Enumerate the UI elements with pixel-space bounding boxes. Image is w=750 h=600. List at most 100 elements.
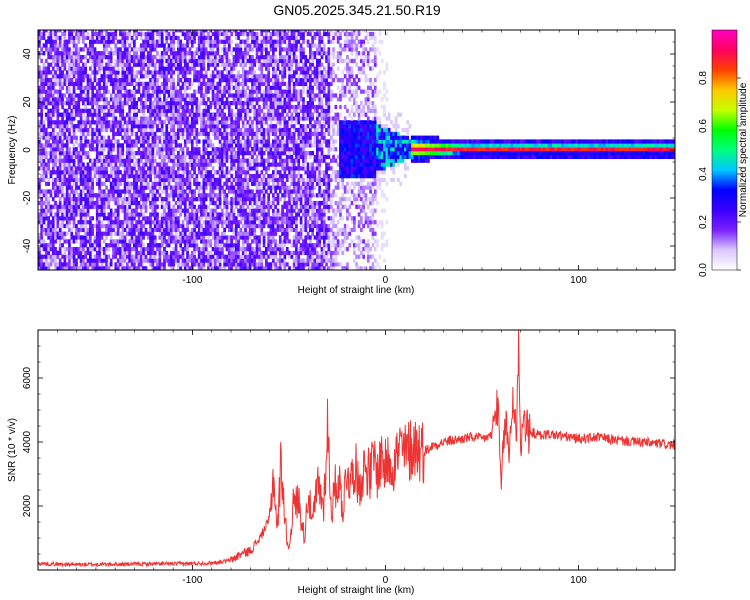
spectrogram-cell (82, 89, 85, 94)
spectrogram-cell (128, 174, 132, 179)
spectrogram-cell (102, 124, 106, 129)
spectrogram-cell (260, 220, 264, 225)
spectrogram-cell (123, 66, 127, 71)
spectrogram-cell (139, 250, 143, 256)
spectrogram-cell (221, 74, 224, 79)
spectrogram-cell (142, 154, 145, 160)
spectrogram-cell (68, 258, 71, 263)
spectrogram-cell (42, 151, 46, 156)
spectrogram-cell (234, 266, 238, 270)
spectrogram-cell (79, 74, 83, 79)
spectrogram-cell (139, 124, 143, 129)
spectrogram-cell (244, 227, 247, 233)
spectrogram-cell (156, 104, 159, 110)
spectrogram-cell (65, 170, 69, 175)
spectrogram-cell (239, 47, 243, 52)
spectrogram-cell (269, 58, 273, 64)
spectrogram-cell (109, 181, 113, 186)
spectrogram-cell (77, 185, 81, 190)
spectrogram-cell (47, 197, 51, 202)
spectrogram-cell (174, 85, 178, 90)
spectrogram-cell (51, 258, 55, 263)
spectrogram-cell (151, 108, 155, 113)
spectrogram-cell (151, 200, 155, 206)
spectrogram-cell (146, 62, 150, 67)
spectrogram-cell (47, 151, 51, 156)
spectrogram-cell (246, 139, 250, 144)
spectrogram-cell (75, 262, 78, 267)
spectrogram-cell (227, 177, 231, 183)
spectrogram-cell (139, 74, 143, 79)
spectrogram-cell (172, 216, 176, 221)
spectrogram-cell (146, 97, 150, 102)
spectrogram-cell (202, 247, 206, 252)
spectrogram-cell (204, 47, 208, 52)
spectrogram-cell (72, 70, 76, 75)
spectrogram-cell (86, 51, 90, 56)
spectrogram-cell (239, 220, 243, 225)
spectrogram-cell (123, 93, 127, 98)
spectrogram-cell (77, 124, 81, 129)
spectrogram-cell (107, 139, 111, 144)
spectrogram-cell (123, 193, 127, 198)
spectrogram-cell (51, 243, 55, 248)
spectrogram-cell (223, 78, 227, 83)
spectrogram-cell (225, 243, 229, 248)
spectrogram-cell (255, 35, 259, 41)
spectrogram-cell (260, 108, 264, 113)
spectrogram-cell (188, 185, 192, 190)
spectrogram-cell (218, 185, 222, 190)
spectrogram-cell (137, 81, 141, 87)
spectrogram-cell (49, 135, 53, 140)
spectrogram-cell (174, 170, 178, 175)
spectrogram-cell (68, 154, 71, 160)
spectrogram-cell (116, 262, 120, 267)
spectrogram-cell (234, 81, 238, 87)
spectrogram-cell (133, 31, 136, 37)
spectrogram-cell (149, 108, 152, 113)
spectrogram-cell (70, 120, 74, 125)
spectrogram-cell (116, 208, 120, 213)
spectrogram-cell (230, 81, 234, 87)
spectrogram-cell (151, 78, 155, 83)
spectrogram-cell (56, 139, 60, 144)
spectrogram-cell (244, 197, 247, 202)
spectrogram-cell (119, 104, 122, 110)
spectrogram-cell (193, 30, 196, 33)
spectrogram-cell (232, 162, 236, 167)
spectrogram-cell (165, 223, 169, 229)
spectrogram-cell (165, 108, 169, 113)
spectrogram-cell (65, 204, 69, 209)
spectrogram-cell (237, 147, 240, 152)
spectrogram-cell (142, 112, 145, 117)
spectrogram-cell (197, 189, 201, 194)
spectrogram-cell (234, 189, 238, 194)
spectrogram-cell (181, 97, 185, 102)
spectrogram-cell (181, 131, 185, 137)
spectrogram-cell (54, 177, 57, 183)
spectrogram-cell (91, 258, 95, 263)
spectrogram-cell (116, 227, 120, 233)
spectrogram-cell (114, 131, 118, 137)
spectrogram-cell (181, 193, 185, 198)
spectrogram-cell (89, 51, 92, 56)
spectrogram-cell (75, 74, 78, 79)
spectrogram-cell (65, 43, 69, 48)
spectrogram-cell (75, 239, 78, 244)
spectrogram-cell (234, 112, 238, 117)
spectrogram-cell (158, 151, 162, 156)
spectrogram-cell (38, 143, 41, 148)
spectrogram-cell (109, 197, 113, 202)
spectrogram-cell (246, 177, 250, 183)
spectrogram-cell (70, 124, 74, 129)
spectrogram-cell (38, 181, 41, 186)
spectrogram-cell (149, 216, 152, 221)
spectrogram-cell (91, 243, 95, 248)
spectrogram-cell (63, 166, 67, 171)
spectrogram-cell (79, 197, 83, 202)
spectrogram-cell (107, 204, 111, 209)
spectrogram-cell (267, 70, 271, 75)
spectrogram-cell (128, 30, 132, 33)
spectrogram-cell (207, 51, 210, 56)
spectrogram-cell (144, 181, 148, 186)
